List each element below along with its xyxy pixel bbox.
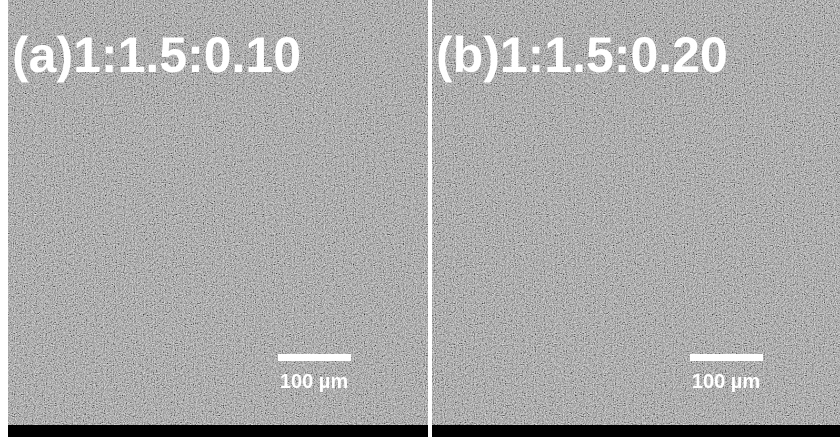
micrograph-panel: (a)1:1.5:0.10 100 µm — [8, 0, 428, 437]
scale-bar — [278, 354, 351, 361]
panel-label: (a)1:1.5:0.10 — [12, 27, 301, 83]
scale-bar-label: 100 µm — [692, 371, 760, 393]
info-bar — [8, 425, 428, 437]
info-bar — [432, 425, 840, 437]
micrograph-panel: (b)1:1.5:0.20 100 µm — [432, 0, 840, 437]
panel-label: (b)1:1.5:0.20 — [436, 27, 728, 83]
scale-bar-label: 100 µm — [280, 371, 348, 393]
figure: (a)1:1.5:0.10 100 µm (b)1:1.5:0.20 100 µm — [0, 0, 840, 437]
scale-bar — [690, 354, 763, 361]
